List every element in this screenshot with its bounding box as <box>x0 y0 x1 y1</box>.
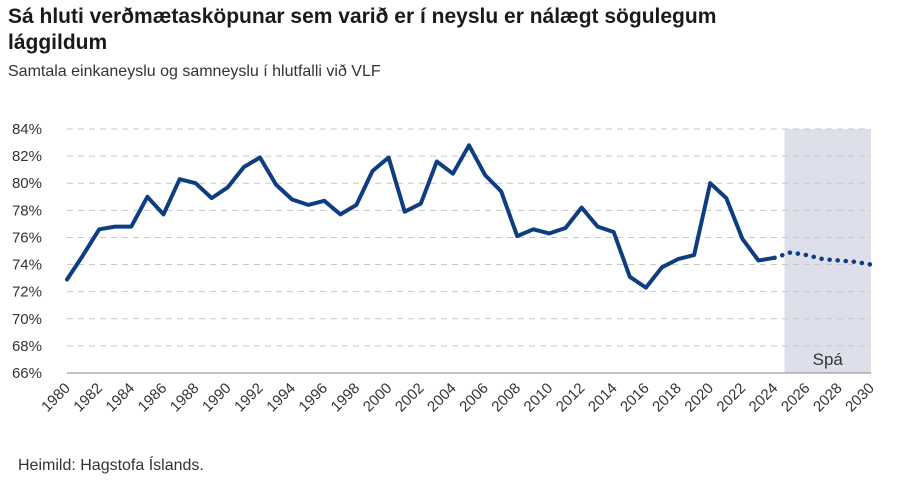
data-point <box>178 177 182 181</box>
x-tick-label: 1986 <box>135 380 171 416</box>
data-point <box>354 203 358 207</box>
data-point <box>371 169 375 173</box>
y-axis: 66% 68% 70% 72% 74% 76% 78% 80% 82% 84% <box>12 121 42 382</box>
data-point <box>242 165 246 169</box>
x-tick-label: 2028 <box>810 380 846 416</box>
data-point <box>676 257 680 261</box>
data-point <box>338 212 342 216</box>
data-point <box>580 206 584 210</box>
x-tick-label: 1982 <box>70 380 106 416</box>
x-tick-label: 2006 <box>456 380 492 416</box>
x-axis: 1980198219841986198819901992199419961998… <box>38 380 878 416</box>
y-tick-label: 70% <box>12 311 42 328</box>
x-tick-label: 2008 <box>488 380 524 416</box>
y-tick-label: 74% <box>12 257 42 274</box>
data-point <box>435 160 439 164</box>
data-point <box>113 225 117 229</box>
y-tick-label: 82% <box>12 148 42 165</box>
data-point <box>451 172 455 176</box>
data-point <box>387 155 391 159</box>
y-tick-label: 84% <box>12 121 42 138</box>
x-tick-label: 2012 <box>553 380 589 416</box>
data-point <box>837 258 841 262</box>
x-tick-label: 1998 <box>328 380 364 416</box>
data-point <box>547 231 551 235</box>
x-tick-label: 2024 <box>746 380 782 416</box>
x-tick-label: 2020 <box>681 380 717 416</box>
data-point <box>853 260 857 264</box>
y-tick-label: 72% <box>12 284 42 301</box>
data-point <box>274 183 278 187</box>
data-point <box>306 203 310 207</box>
data-point <box>515 234 519 238</box>
x-tick-label: 1996 <box>295 380 331 416</box>
x-tick-label: 2014 <box>585 380 621 416</box>
data-point <box>644 286 648 290</box>
data-point <box>290 197 294 201</box>
gridlines <box>67 128 871 347</box>
data-point <box>81 253 85 257</box>
data-point <box>724 196 728 200</box>
data-point <box>467 143 471 147</box>
historical-series-line <box>65 143 777 290</box>
data-point <box>322 199 326 203</box>
data-point <box>226 185 230 189</box>
x-tick-label: 2010 <box>521 380 557 416</box>
source-note: Heimild: Hagstofa Íslands. <box>18 457 204 474</box>
x-tick-label: 2026 <box>778 380 814 416</box>
data-point <box>596 225 600 229</box>
x-tick-label: 1992 <box>231 380 267 416</box>
x-tick-label: 1980 <box>38 380 74 416</box>
x-tick-label: 2022 <box>714 380 750 416</box>
y-tick-label: 66% <box>12 365 42 382</box>
data-point <box>194 181 198 185</box>
data-point <box>628 275 632 279</box>
x-tick-label: 2004 <box>424 380 460 416</box>
y-tick-label: 68% <box>12 338 42 355</box>
data-point <box>403 210 407 214</box>
x-tick-label: 2030 <box>842 380 878 416</box>
y-tick-label: 78% <box>12 202 42 219</box>
data-point <box>869 263 873 267</box>
data-point <box>531 227 535 231</box>
x-tick-label: 2000 <box>360 380 396 416</box>
y-tick-label: 80% <box>12 175 42 192</box>
x-tick-label: 1984 <box>103 380 139 416</box>
data-point <box>499 189 503 193</box>
series-group <box>65 143 874 290</box>
x-tick-label: 1990 <box>199 380 235 416</box>
data-point <box>210 196 214 200</box>
data-point <box>805 253 809 257</box>
forecast-series-line <box>772 250 874 267</box>
data-point <box>708 181 712 185</box>
data-point <box>756 258 760 262</box>
data-point <box>129 225 133 229</box>
x-tick-label: 1988 <box>167 380 203 416</box>
x-tick-label: 2002 <box>392 380 428 416</box>
x-tick-label: 2018 <box>649 380 685 416</box>
data-point <box>789 250 793 254</box>
data-point <box>821 257 825 261</box>
data-point <box>161 212 165 216</box>
data-point <box>612 230 616 234</box>
chart-title: Sá hluti verðmætasköpunar sem varið er í… <box>8 5 717 54</box>
forecast-label: Spá <box>813 350 844 369</box>
data-point <box>97 227 101 231</box>
data-point <box>65 277 69 281</box>
x-tick-label: 1994 <box>263 380 299 416</box>
data-point <box>563 226 567 230</box>
data-point <box>773 256 777 260</box>
data-point <box>483 173 487 177</box>
data-point <box>145 195 149 199</box>
data-point <box>419 202 423 206</box>
data-point <box>740 237 744 241</box>
data-point <box>692 253 696 257</box>
forecast-band <box>784 129 871 373</box>
x-tick-label: 2016 <box>617 380 653 416</box>
y-tick-label: 76% <box>12 229 42 246</box>
chart-subtitle: Samtala einkaneyslu og samneyslu í hlutf… <box>8 63 381 80</box>
data-point <box>660 265 664 269</box>
data-point <box>258 155 262 159</box>
